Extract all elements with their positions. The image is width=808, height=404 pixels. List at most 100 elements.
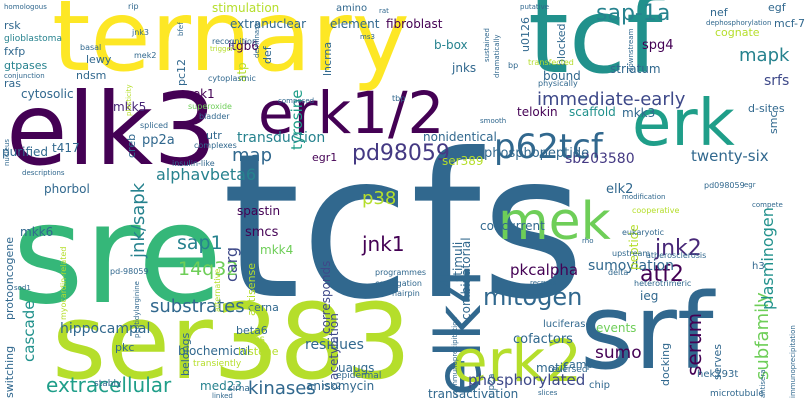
cloud-word: pd098059 [704, 181, 745, 190]
cloud-word: d-sites [748, 102, 785, 115]
cloud-word: carg [222, 246, 241, 282]
cloud-word: ras [4, 77, 21, 90]
cloud-word: sumoylation [588, 258, 674, 274]
cloud-word: cerna [248, 301, 279, 314]
cloud-word: p62tcf [494, 127, 603, 167]
cloud-word: lewy [86, 53, 112, 66]
cloud-word: cascade [20, 300, 38, 362]
cloud-word: motif [536, 361, 568, 375]
cloud-word: rsk [4, 19, 21, 32]
cloud-word: camp [563, 358, 594, 371]
cloud-word: amino [336, 3, 368, 14]
cloud-word: ieg [640, 289, 659, 303]
cloud-word: smooth [480, 117, 507, 125]
cloud-word: mcf-7 [774, 17, 806, 30]
cloud-word: compete [752, 201, 783, 209]
cloud-word: itgb6 [228, 39, 259, 53]
cloud-word: bp [508, 61, 519, 70]
cloud-word: sumo [595, 343, 642, 363]
cloud-word: scaffold [569, 105, 616, 119]
cloud-word: epidermal [336, 371, 382, 381]
cloud-word: erk2 [452, 327, 583, 395]
cloud-word: heterotrimeric [634, 279, 692, 288]
cloud-word: p38 [362, 188, 397, 209]
cloud-word: mkk4 [260, 243, 294, 257]
cloud-word: egr [744, 181, 756, 189]
cloud-word: triggers [210, 45, 238, 53]
cloud-word: elk2 [606, 182, 634, 197]
cloud-word: srfs [764, 73, 790, 89]
cloud-word: transfected [528, 58, 574, 67]
cloud-word: element [330, 17, 380, 31]
cloud-word: microtubule [710, 389, 764, 399]
cloud-word: substrates [150, 296, 245, 317]
cloud-word: tcfs [222, 111, 585, 344]
cloud-word: pkcalpha [510, 261, 579, 279]
cloud-word: plasticity [125, 84, 133, 116]
cloud-word: rsk2 [322, 382, 342, 392]
cloud-word: basal [80, 43, 102, 52]
cloud-word: anisomycin [306, 379, 375, 393]
cloud-word: ser383 [52, 281, 412, 403]
cloud-word: chip [589, 380, 610, 391]
cloud-word: superoxide [188, 102, 232, 111]
cloud-word: cognate [715, 26, 760, 39]
cloud-word: sb203580 [565, 151, 635, 167]
cloud-word: phorbol [44, 182, 90, 196]
cloud-word: putative [520, 3, 550, 11]
cloud-word: ms3 [360, 33, 375, 41]
cloud-word: sirna [228, 384, 250, 394]
cloud-word: sod1 [14, 284, 31, 292]
cloud-word: myocardin-related [59, 246, 68, 320]
cloud-word: slices [538, 389, 558, 397]
cloud-word: deiminase [253, 21, 261, 58]
cloud-word: recognition [212, 37, 258, 46]
cloud-word: protooncogene [3, 236, 16, 320]
cloud-word: kinases [248, 378, 316, 399]
cloud-word: h3 [752, 261, 765, 272]
cloud-word: rip [128, 2, 139, 11]
cloud-word: stimulation [212, 1, 280, 15]
cloud-word: egf [768, 1, 786, 14]
cloud-word: mek [498, 192, 611, 252]
cloud-word: spg4 [642, 38, 674, 53]
cloud-word: composed [278, 97, 315, 105]
cloud-word: upstream [612, 249, 651, 258]
cloud-word: events [596, 321, 637, 335]
cloud-word: stably [94, 379, 122, 389]
cloud-word: ndsm [76, 69, 107, 82]
cloud-word: combinatorial [459, 237, 473, 320]
cloud-word: med23 [200, 379, 242, 393]
cloud-word: u0126 [519, 17, 532, 52]
cloud-word: belongs [179, 332, 192, 376]
cloud-word: jnk/sapk [128, 182, 149, 258]
cloud-word: cofactors [513, 332, 573, 347]
cloud-word: luciferase [543, 319, 592, 330]
cloud-word: bfef [177, 22, 185, 36]
cloud-word: nef [710, 6, 728, 19]
cloud-word: alphavbeta6 [156, 165, 257, 184]
cloud-word: spastin [237, 204, 281, 218]
cloud-word: twenty-six [691, 147, 769, 165]
cloud-word: def [261, 46, 274, 64]
cloud-word: tbp [392, 94, 406, 103]
cloud-word: cytoplasmic [208, 74, 256, 83]
cloud-word: sap1 [177, 232, 223, 254]
cloud-word: erk1/2 [258, 79, 445, 147]
cloud-word: hairpin [392, 289, 420, 298]
cloud-word: downstream [627, 28, 635, 72]
cloud-word: telokin [517, 105, 558, 119]
cloud-word: lncrna [321, 41, 334, 76]
cloud-word: recruits [530, 279, 557, 287]
cloud-word: uaugs [338, 361, 375, 375]
cloud-word: peptidylarginine [133, 281, 141, 338]
cloud-word: homologous [4, 3, 47, 11]
cloud-word: switching [3, 345, 16, 398]
cloud-word: pkc [115, 341, 135, 354]
cloud-word: mek2 [134, 51, 157, 60]
cloud-word: complexes [194, 141, 237, 150]
cloud-word: conjunction [4, 72, 45, 80]
cloud-word: delta [608, 268, 629, 277]
cloud-word: 14q32 [178, 258, 239, 280]
cloud-word: nucleus [3, 138, 11, 166]
